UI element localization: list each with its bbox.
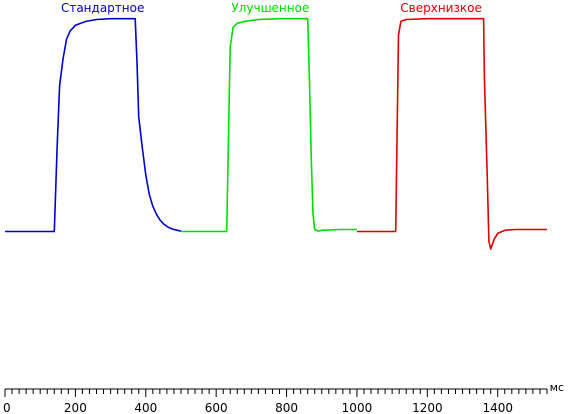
x-tick-labels: 0 200 400 600 800 1000 1200 1400 xyxy=(3,401,513,414)
plot-lines xyxy=(5,17,547,250)
series-label-1: Стандартное xyxy=(61,1,144,15)
series-line-3 xyxy=(356,17,547,250)
series-line-2 xyxy=(181,17,357,233)
x-tick-label: 400 xyxy=(134,401,157,414)
x-tick-label: 800 xyxy=(275,401,298,414)
x-tick-label: 200 xyxy=(64,401,87,414)
series-line-1 xyxy=(5,17,182,233)
x-tick-label: 600 xyxy=(205,401,228,414)
x-axis: 0 200 400 600 800 1000 1200 1400 мс xyxy=(3,381,564,414)
x-tick-label: 1400 xyxy=(482,401,513,414)
series-labels: Стандартное Улучшенное Сверхнизкое xyxy=(61,1,482,15)
x-tick-label: 1200 xyxy=(412,401,443,414)
series-label-3: Сверхнизкое xyxy=(400,1,482,15)
x-tick-label: 0 xyxy=(3,401,11,414)
x-tick-label: 1000 xyxy=(342,401,373,414)
x-axis-unit-label: мс xyxy=(550,381,564,394)
series-label-2: Улучшенное xyxy=(231,1,309,15)
x-ticks xyxy=(4,389,548,397)
